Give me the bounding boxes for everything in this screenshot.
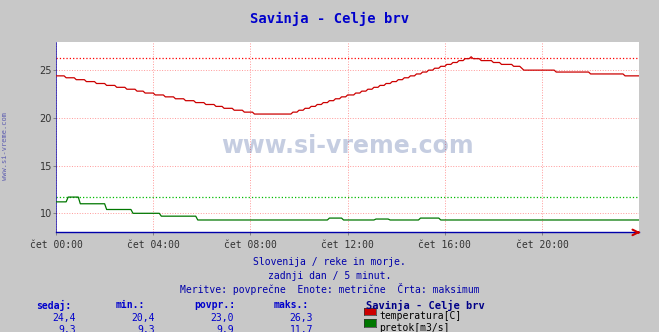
Text: 24,4: 24,4 <box>52 313 76 323</box>
Text: maks.:: maks.: <box>273 300 308 310</box>
Text: min.:: min.: <box>115 300 145 310</box>
Text: Slovenija / reke in morje.: Slovenija / reke in morje. <box>253 257 406 267</box>
Text: www.si-vreme.com: www.si-vreme.com <box>2 112 9 180</box>
Text: povpr.:: povpr.: <box>194 300 235 310</box>
Text: www.si-vreme.com: www.si-vreme.com <box>221 134 474 158</box>
Text: Savinja - Celje brv: Savinja - Celje brv <box>250 12 409 26</box>
Text: sedaj:: sedaj: <box>36 300 71 311</box>
Text: temperatura[C]: temperatura[C] <box>379 311 461 321</box>
Text: 26,3: 26,3 <box>289 313 313 323</box>
Text: Savinja - Celje brv: Savinja - Celje brv <box>366 300 484 311</box>
Text: 9,3: 9,3 <box>137 325 155 332</box>
Text: 9,3: 9,3 <box>58 325 76 332</box>
Text: 20,4: 20,4 <box>131 313 155 323</box>
Text: zadnji dan / 5 minut.: zadnji dan / 5 minut. <box>268 271 391 281</box>
Text: Meritve: povprečne  Enote: metrične  Črta: maksimum: Meritve: povprečne Enote: metrične Črta:… <box>180 283 479 295</box>
Text: 23,0: 23,0 <box>210 313 234 323</box>
Text: 9,9: 9,9 <box>216 325 234 332</box>
Text: 11,7: 11,7 <box>289 325 313 332</box>
Text: pretok[m3/s]: pretok[m3/s] <box>379 323 449 332</box>
